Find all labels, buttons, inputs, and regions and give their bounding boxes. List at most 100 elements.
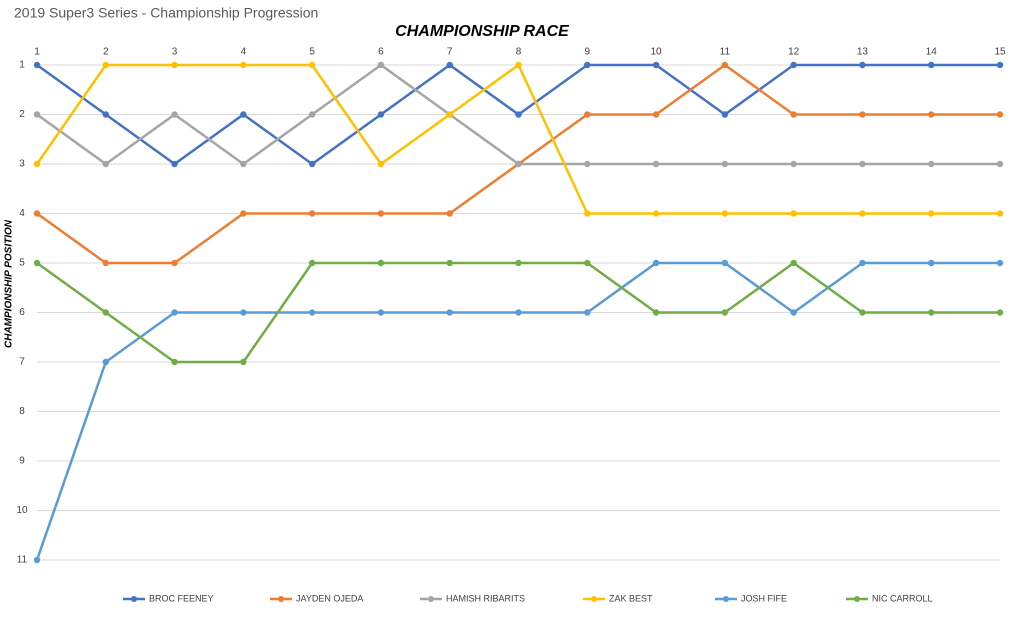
legend-marker: [591, 596, 597, 602]
x-tick-label: 14: [926, 47, 938, 58]
x-tick-label: 15: [994, 47, 1006, 58]
data-point: [859, 259, 866, 267]
x-tick-label: 9: [585, 47, 591, 58]
y-tick-label: 9: [19, 456, 25, 467]
x-tick-label: 2: [103, 47, 109, 58]
y-tick-label: 4: [19, 208, 25, 219]
data-point: [584, 160, 591, 168]
data-point: [859, 210, 866, 217]
data-point: [652, 259, 660, 267]
data-point: [377, 111, 385, 118]
data-point: [859, 111, 866, 118]
data-point: [652, 61, 660, 69]
data-point: [446, 309, 453, 316]
data-point: [721, 61, 729, 69]
x-tick-label: 11: [720, 47, 731, 58]
y-tick-label: 8: [19, 406, 25, 417]
data-point: [928, 111, 935, 118]
data-point: [584, 259, 591, 267]
data-point: [790, 210, 797, 217]
x-tick-label: 1: [34, 47, 40, 58]
legend-marker: [428, 596, 434, 602]
data-point: [171, 61, 178, 69]
data-point: [171, 160, 178, 168]
y-axis-label: CHAMPIONSHIP POSITION: [4, 219, 15, 348]
data-point: [102, 309, 109, 316]
x-tick-label: 4: [241, 47, 247, 58]
data-point: [102, 259, 109, 267]
legend-label: BROC FEENEY: [149, 593, 214, 603]
data-point: [996, 61, 1004, 69]
data-point: [928, 259, 935, 267]
data-point: [102, 111, 109, 118]
data-point: [446, 61, 453, 69]
data-point: [584, 61, 591, 69]
y-tick-label: 6: [19, 307, 25, 318]
y-tick-label: 5: [19, 258, 25, 269]
data-point: [308, 111, 316, 118]
data-point: [515, 259, 522, 267]
data-point: [171, 358, 178, 366]
data-point: [996, 160, 1004, 168]
data-point: [446, 111, 453, 118]
data-point: [240, 111, 247, 118]
y-tick-label: 10: [16, 505, 28, 516]
data-point: [928, 210, 935, 217]
data-point: [859, 160, 866, 168]
data-point: [171, 309, 178, 316]
legend-label: JAYDEN OJEDA: [296, 593, 363, 603]
legend-marker: [278, 596, 284, 602]
data-point: [928, 61, 935, 69]
data-point: [102, 160, 109, 168]
data-point: [652, 111, 660, 118]
data-point: [859, 61, 866, 69]
y-tick-label: 1: [19, 60, 25, 71]
data-point: [308, 210, 316, 217]
data-point: [721, 210, 729, 217]
x-tick-label: 3: [172, 47, 178, 58]
data-point: [377, 259, 385, 267]
data-point: [446, 210, 453, 217]
x-tick-label: 6: [378, 47, 384, 58]
data-point: [33, 61, 41, 69]
data-point: [515, 309, 522, 316]
data-point: [996, 111, 1004, 118]
page-title: 2019 Super3 Series - Championship Progre…: [14, 5, 318, 21]
legend-label: NIC CARROLL: [872, 593, 933, 603]
x-tick-label: 8: [516, 47, 522, 58]
x-tick-label: 13: [857, 47, 869, 58]
series-line: [35, 63, 1000, 215]
data-point: [33, 210, 41, 217]
y-tick-label: 7: [19, 357, 25, 368]
legend-marker: [854, 596, 860, 602]
data-point: [377, 160, 385, 168]
y-tick-label: 11: [17, 555, 28, 566]
data-point: [171, 259, 178, 267]
data-point: [584, 309, 591, 316]
data-point: [652, 309, 660, 316]
data-point: [377, 309, 385, 316]
y-tick-label: 3: [19, 159, 25, 170]
data-point: [790, 259, 797, 267]
legend-label: ZAK BEST: [609, 593, 653, 603]
data-point: [652, 210, 660, 217]
data-point: [721, 309, 729, 316]
x-tick-label: 5: [309, 47, 315, 58]
data-point: [308, 61, 316, 69]
legend-label: JOSH FIFE: [741, 593, 787, 603]
data-point: [996, 259, 1004, 267]
data-point: [33, 259, 41, 267]
data-point: [790, 160, 797, 168]
legend-marker: [131, 596, 137, 602]
data-point: [515, 111, 522, 118]
data-point: [240, 61, 247, 69]
data-point: [928, 309, 935, 316]
data-point: [790, 61, 797, 69]
data-point: [171, 111, 178, 118]
data-point: [33, 160, 41, 168]
x-tick-label: 10: [651, 47, 663, 58]
data-point: [377, 61, 385, 69]
data-point: [515, 160, 522, 168]
